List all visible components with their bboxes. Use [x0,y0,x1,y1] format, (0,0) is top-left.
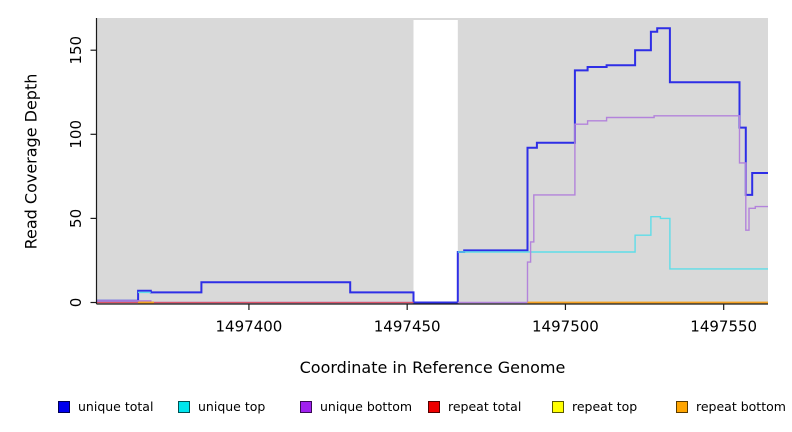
legend-item-repeat-bottom: repeat bottom [676,397,786,417]
x-tick-label: 1497450 [374,318,441,336]
legend-item-unique-top: unique top [178,397,265,417]
no-data-gap-band [413,20,458,304]
legend-swatch-repeat-total [428,401,440,413]
series-line-unique-bottom [457,115,768,304]
legend-swatch-unique-total [58,401,70,413]
legend-item-repeat-top: repeat top [552,397,637,417]
x-tick-label: 1497550 [690,318,757,336]
legend-item-repeat-total: repeat total [428,397,521,417]
legend-label: unique top [198,399,266,414]
legend-swatch-unique-bottom [300,401,312,413]
y-tick-label: 150 [67,36,85,65]
legend-swatch-unique-top [178,401,190,413]
y-tick-label: 50 [67,209,85,228]
series-line-unique-total [97,27,768,304]
series-line-unique-top [457,216,768,270]
x-tick-label: 1497500 [532,318,599,336]
legend-item-unique-bottom: unique bottom [300,397,412,417]
legend-label: repeat top [572,399,638,414]
legend-label: repeat bottom [696,399,786,414]
legend-swatch-repeat-top [552,401,564,413]
y-axis-label: Read Coverage Depth [21,73,41,250]
legend-item-unique-total: unique total [58,397,153,417]
legend-swatch-repeat-bottom [676,401,688,413]
legend: unique total unique top unique bottom repea… [0,397,792,417]
x-tick-label: 1497400 [216,318,283,336]
y-tick-label: 100 [67,120,85,149]
legend-label: repeat total [448,399,522,414]
legend-label: unique total [78,399,154,414]
y-tick-label: 0 [67,298,85,308]
x-axis-label: Coordinate in Reference Genome [299,358,566,377]
legend-label: unique bottom [320,399,413,414]
